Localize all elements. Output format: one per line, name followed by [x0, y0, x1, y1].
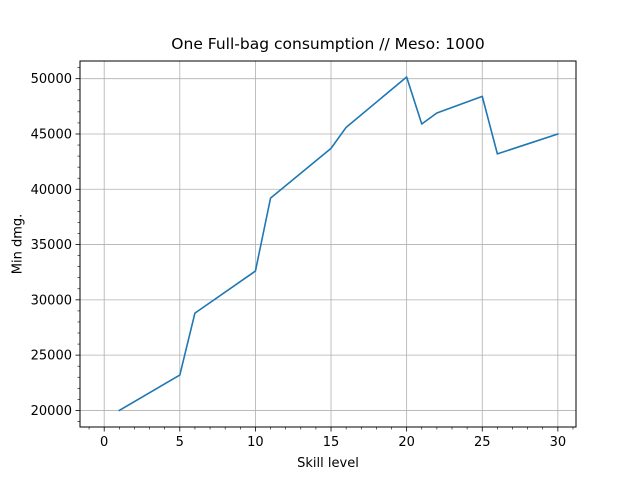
- y-tick-label: 35000: [31, 238, 72, 253]
- x-tick-label: 15: [323, 435, 340, 450]
- x-tick-label: 0: [100, 435, 108, 450]
- x-tick-labels: 0 5 10 15 20 25 30: [100, 435, 566, 450]
- x-tick-label: 10: [247, 435, 264, 450]
- x-tick-label: 25: [474, 435, 491, 450]
- chart-title: One Full-bag consumption // Meso: 1000: [171, 35, 484, 53]
- series-line: [118, 76, 559, 412]
- plot-area-frame: [79, 60, 577, 428]
- x-tick-label: 30: [550, 435, 567, 450]
- x-axis-label: Skill level: [297, 456, 359, 471]
- y-tick-label: 25000: [31, 349, 72, 364]
- y-tick-label: 50000: [31, 72, 72, 87]
- y-tick-label: 30000: [31, 293, 72, 308]
- x-tick-label: 5: [176, 435, 184, 450]
- y-tick-labels: 20000 25000 30000 35000 40000 45000 50000: [31, 72, 72, 419]
- y-axis-label: Min dmg.: [11, 214, 26, 275]
- y-tick-label: 40000: [31, 183, 72, 198]
- y-tick-label: 45000: [31, 127, 72, 142]
- x-tick-label: 20: [398, 435, 415, 450]
- y-tick-label: 20000: [31, 404, 72, 419]
- grid: [80, 61, 576, 427]
- axis-ticks: [75, 67, 574, 432]
- series-layer: [118, 76, 559, 412]
